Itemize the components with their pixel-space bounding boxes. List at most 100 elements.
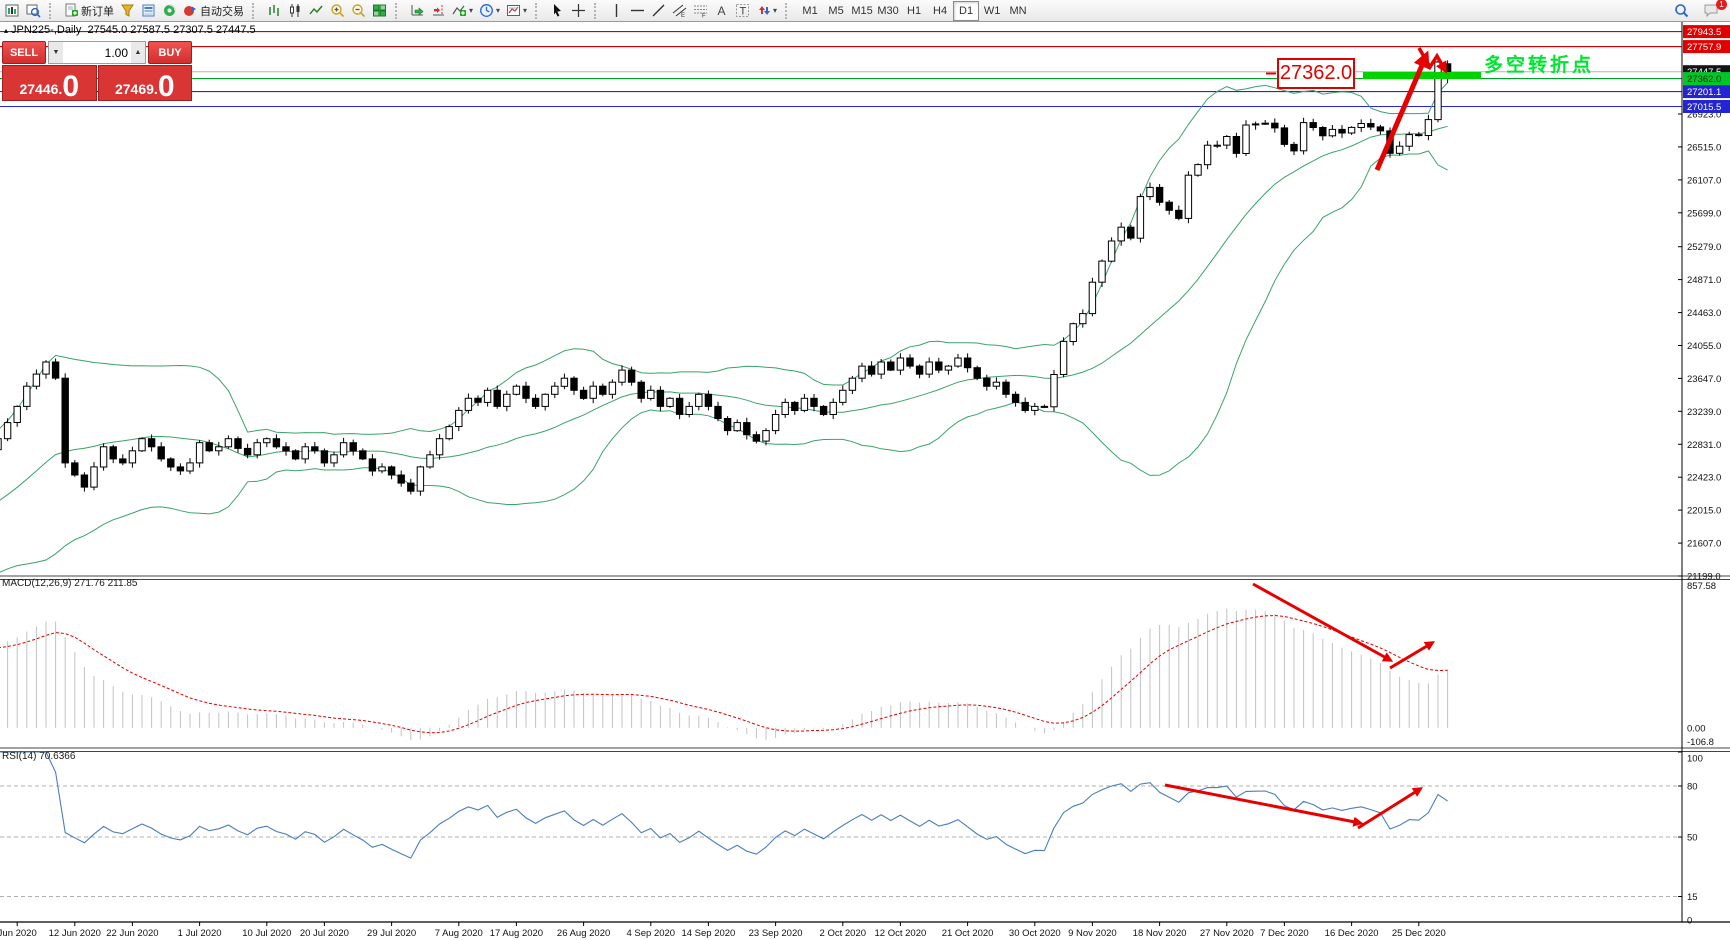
zoom-in-button[interactable] bbox=[327, 2, 348, 20]
ohlc-values: 27545.0 27587.5 27307.5 27447.5 bbox=[87, 24, 256, 36]
signals-button[interactable] bbox=[159, 2, 180, 20]
svg-text:27943.5: 27943.5 bbox=[1687, 27, 1721, 38]
svg-text:E: E bbox=[681, 13, 685, 18]
volume-increase-button[interactable]: ▲ bbox=[131, 42, 145, 63]
search-button[interactable] bbox=[1671, 2, 1692, 20]
macd-main-value: 271.76 bbox=[74, 578, 105, 589]
new-order-icon bbox=[65, 3, 78, 17]
tile-windows-button[interactable] bbox=[369, 2, 390, 20]
buy-price-display[interactable]: 27469. 0 bbox=[97, 65, 192, 101]
bar-chart-icon bbox=[269, 5, 279, 16]
svg-text:15: 15 bbox=[1687, 892, 1698, 903]
dropdown-caret: ▾ bbox=[469, 5, 474, 15]
svg-text:21 Oct 2020: 21 Oct 2020 bbox=[942, 928, 994, 939]
volume-input[interactable] bbox=[63, 42, 131, 63]
svg-text:22423.0: 22423.0 bbox=[1687, 473, 1721, 484]
periods-button[interactable]: ▾ bbox=[476, 2, 503, 20]
timeframe-MN[interactable]: MN bbox=[1009, 4, 1027, 17]
market-watch-button[interactable] bbox=[117, 2, 138, 20]
price-chart[interactable]: 26923.0 26515.0 26107.0 25699.0 25279.0 24871… bbox=[0, 22, 1730, 940]
market-depth-button[interactable] bbox=[138, 2, 159, 20]
volume-decrease-button[interactable]: ▼ bbox=[49, 42, 63, 63]
main-toolbar: 新订单 自动交易 ▾ ▾ bbox=[0, 0, 1730, 22]
timeframe-toolbar: M1 M5 M15 M30 H1 H4 D1 W1 MN bbox=[797, 0, 1031, 21]
toolbar-separator bbox=[395, 2, 404, 19]
date-axis[interactable]: Jun 2020 12 Jun 2020 22 Jun 2020 1 Jul 2020… bbox=[0, 922, 1446, 939]
timeframe-H4[interactable]: H4 bbox=[933, 4, 948, 17]
chart-window[interactable]: 26923.0 26515.0 26107.0 25699.0 25279.0 24871… bbox=[0, 22, 1730, 940]
timeframe-D1[interactable]: D1 bbox=[953, 0, 980, 21]
autotrade-icon bbox=[184, 6, 196, 16]
buy-button[interactable]: BUY bbox=[148, 41, 192, 64]
svg-text:25699.0: 25699.0 bbox=[1687, 208, 1721, 219]
chart-shift-button[interactable] bbox=[428, 2, 449, 20]
price-axis[interactable]: 26923.0 26515.0 26107.0 25699.0 25279.0 24871… bbox=[0, 22, 1730, 927]
funnel-icon bbox=[121, 4, 134, 17]
zoom-out-button[interactable] bbox=[348, 2, 369, 20]
clock-icon bbox=[480, 4, 493, 17]
timeframe-H1[interactable]: H1 bbox=[907, 4, 922, 17]
svg-text:50: 50 bbox=[1687, 833, 1698, 844]
svg-text:22 Jun 2020: 22 Jun 2020 bbox=[106, 928, 158, 939]
collapse-marker-icon[interactable]: ▴ bbox=[4, 26, 9, 35]
svg-text:16 Dec 2020: 16 Dec 2020 bbox=[1325, 928, 1379, 939]
svg-text:0: 0 bbox=[1687, 916, 1692, 927]
auto-scroll-icon bbox=[411, 5, 424, 16]
one-click-trading-panel: SELL ▼ ▲ BUY 27446.0 27469.0 bbox=[2, 41, 192, 101]
price-line-badges: 27447.527943.527757.927362.027201.127015… bbox=[1683, 25, 1730, 113]
notification-badge: 1 bbox=[1716, 0, 1727, 10]
timeframe-M5[interactable]: M5 bbox=[828, 4, 844, 17]
dropdown-caret: ▾ bbox=[523, 5, 528, 15]
line-chart-button[interactable] bbox=[306, 2, 327, 20]
chart-window-button[interactable] bbox=[23, 2, 44, 20]
cursor-tool-button[interactable] bbox=[547, 2, 568, 20]
trendline-tool-button[interactable] bbox=[648, 2, 669, 20]
candles-layer bbox=[0, 58, 1452, 496]
rsi-indicator-label: RSI(14) 70.6366 bbox=[2, 751, 76, 762]
svg-text:-106.8: -106.8 bbox=[1687, 737, 1714, 748]
price-annotation-box[interactable]: 27362.0 bbox=[1277, 58, 1355, 89]
svg-text:20 Jul 2020: 20 Jul 2020 bbox=[300, 928, 349, 939]
vline-tool-button[interactable] bbox=[606, 2, 627, 20]
timeframe-M30[interactable]: M30 bbox=[877, 4, 899, 17]
channel-tool-button[interactable]: E bbox=[669, 2, 690, 20]
timeframe-W1[interactable]: W1 bbox=[983, 4, 1001, 17]
rsi-trend-arrows[interactable] bbox=[1164, 783, 1424, 830]
dropdown-caret: ▾ bbox=[496, 5, 501, 15]
candlestick-chart-button[interactable] bbox=[285, 2, 306, 20]
notifications-button[interactable]: 1 bbox=[1700, 0, 1727, 20]
pane-separators[interactable] bbox=[0, 575, 1730, 752]
svg-text:29 Jul 2020: 29 Jul 2020 bbox=[367, 928, 416, 939]
autotrade-button[interactable]: 自动交易 bbox=[180, 2, 247, 20]
svg-text:1 Jul 2020: 1 Jul 2020 bbox=[178, 928, 222, 939]
timeframe-M15[interactable]: M15 bbox=[851, 4, 873, 17]
bar-chart-button[interactable] bbox=[264, 2, 285, 20]
arrows-tool-button[interactable]: ▾ bbox=[753, 2, 780, 20]
pivot-note-text[interactable]: 多空转折点 bbox=[1484, 55, 1595, 76]
sell-button[interactable]: SELL bbox=[2, 41, 46, 64]
trendline-icon bbox=[652, 4, 665, 17]
equidistant-channel-icon: E bbox=[672, 4, 687, 18]
autotrade-label: 自动交易 bbox=[200, 5, 244, 18]
macd-trend-arrows[interactable] bbox=[1252, 582, 1436, 670]
text-tool-button[interactable]: A bbox=[711, 2, 732, 20]
svg-text:Jun 2020: Jun 2020 bbox=[0, 928, 37, 939]
bollinger-bands bbox=[0, 82, 1448, 573]
analyst-drawings[interactable] bbox=[1266, 47, 1481, 171]
fibonacci-icon: F bbox=[694, 5, 708, 18]
svg-text:27 Nov 2020: 27 Nov 2020 bbox=[1200, 928, 1254, 939]
hline-tool-button[interactable] bbox=[627, 2, 648, 20]
timeframe-M1[interactable]: M1 bbox=[802, 4, 818, 17]
fibonacci-tool-button[interactable]: F bbox=[690, 2, 711, 20]
svg-text:26515.0: 26515.0 bbox=[1687, 142, 1721, 153]
svg-text:27362.0: 27362.0 bbox=[1687, 74, 1721, 85]
sell-price-display[interactable]: 27446. 0 bbox=[2, 65, 97, 101]
templates-button[interactable]: ▾ bbox=[503, 2, 530, 20]
svg-text:4 Sep 2020: 4 Sep 2020 bbox=[626, 928, 675, 939]
auto-scroll-button[interactable] bbox=[407, 2, 428, 20]
crosshair-tool-button[interactable] bbox=[568, 2, 589, 20]
new-chart-button[interactable] bbox=[2, 2, 23, 20]
indicators-button[interactable]: ▾ bbox=[449, 2, 476, 20]
new-order-button[interactable]: 新订单 bbox=[61, 2, 117, 20]
text-label-tool-button[interactable]: T bbox=[732, 2, 753, 20]
